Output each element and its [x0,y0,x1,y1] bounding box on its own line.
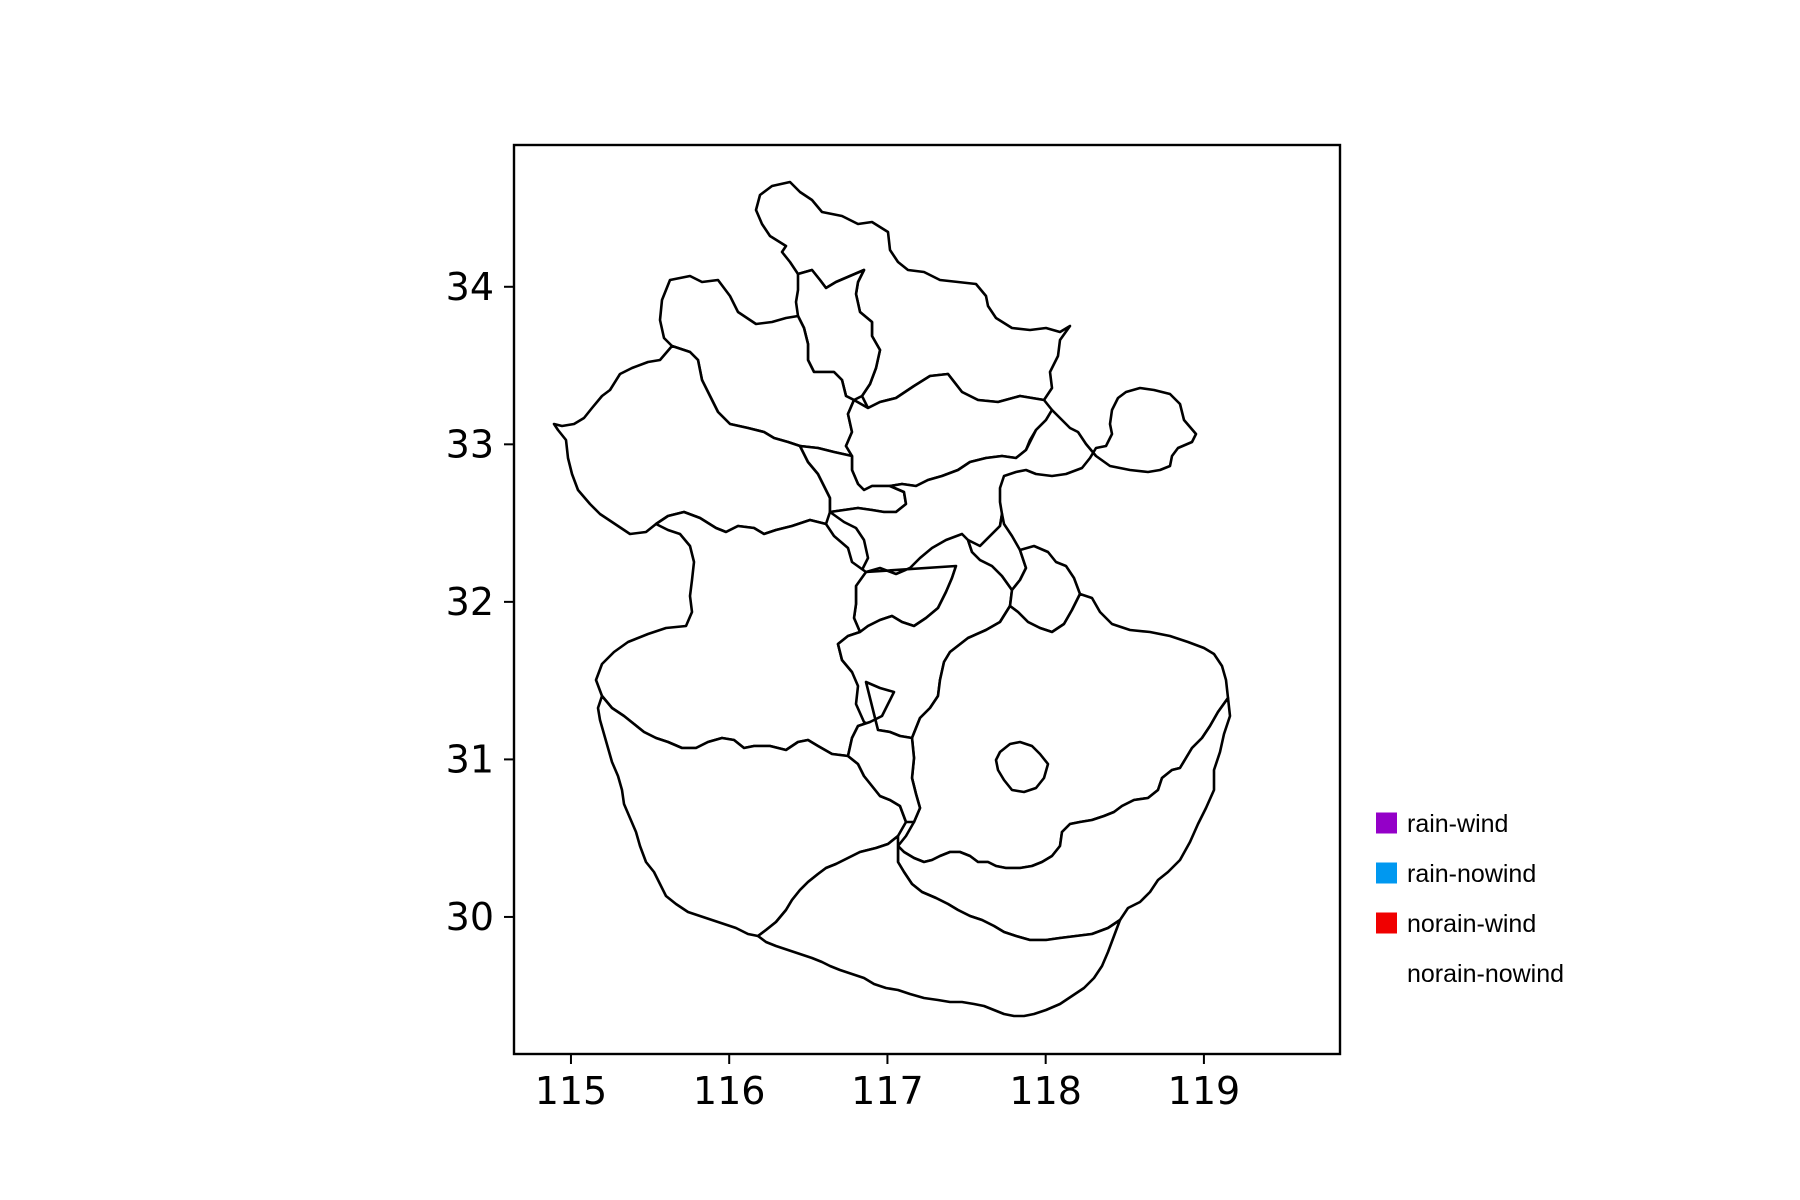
region-chizhou [846,680,922,824]
legend: rain-wind rain-nowind norain-wind norain-no… [1376,810,1564,988]
y-tick-label: 30 [446,895,494,939]
region-huangshan [756,834,1122,1018]
legend-label: rain-nowind [1407,860,1536,888]
y-axis: 34 33 32 31 30 [446,265,514,939]
legend-label: rain-wind [1407,810,1508,838]
y-tick-label: 33 [446,422,494,466]
legend-swatch [1376,962,1397,984]
axes-frame [512,143,1342,1056]
legend-swatch [1376,862,1397,884]
map-axes: 115 116 117 118 119 34 33 32 31 30 [446,143,1342,1113]
y-tick-label: 31 [446,737,494,781]
region-tongling [994,740,1050,794]
legend-swatch [1376,812,1397,834]
legend-label: norain-wind [1407,910,1536,938]
x-tick-label: 118 [1009,1069,1082,1113]
x-tick-label: 119 [1168,1069,1241,1113]
map-regions [552,180,1232,1018]
y-tick-label: 34 [446,265,494,309]
x-tick-label: 115 [535,1069,608,1113]
legend-swatch [1376,912,1397,934]
y-tick-label: 32 [446,580,494,624]
x-tick-label: 117 [851,1069,924,1113]
x-axis: 115 116 117 118 119 [535,1054,1240,1113]
x-tick-label: 116 [693,1069,766,1113]
legend-label: norain-nowind [1407,960,1564,988]
